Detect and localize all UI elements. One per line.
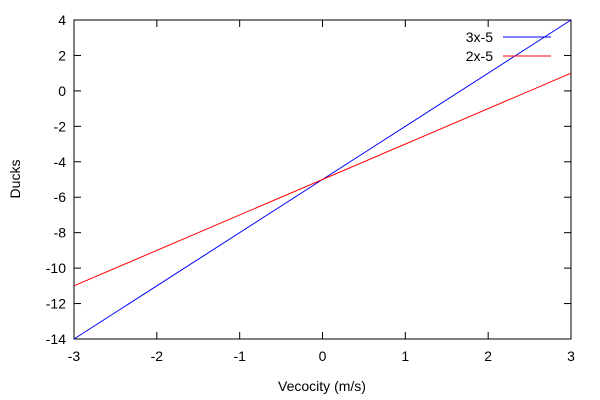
y-tick-label: -4 — [54, 154, 67, 170]
x-tick-label: 3 — [567, 348, 575, 364]
x-axis-label: Vecocity (m/s) — [278, 378, 366, 394]
y-tick-label: -14 — [46, 331, 66, 347]
y-axis-label: Ducks — [7, 160, 23, 199]
legend-label-1: 3x-5 — [466, 29, 493, 45]
y-tick-label: -6 — [54, 189, 67, 205]
x-tick-label: 1 — [401, 348, 409, 364]
x-tick-label: 0 — [319, 348, 327, 364]
x-tick-label: 2 — [484, 348, 492, 364]
y-tick-label: 0 — [58, 83, 66, 99]
y-tick-label: -2 — [54, 118, 67, 134]
legend-label-2: 2x-5 — [466, 48, 493, 64]
x-tick-label: -2 — [151, 348, 164, 364]
x-tick-label: -3 — [68, 348, 81, 364]
series-line-2 — [73, 72, 572, 287]
y-tick-label: 4 — [58, 12, 66, 28]
y-tick-label: 2 — [58, 47, 66, 63]
y-tick-label: -8 — [54, 225, 67, 241]
y-tick-label: -10 — [46, 260, 66, 276]
y-tick-label: -12 — [46, 296, 66, 312]
x-tick-label: -1 — [233, 348, 246, 364]
